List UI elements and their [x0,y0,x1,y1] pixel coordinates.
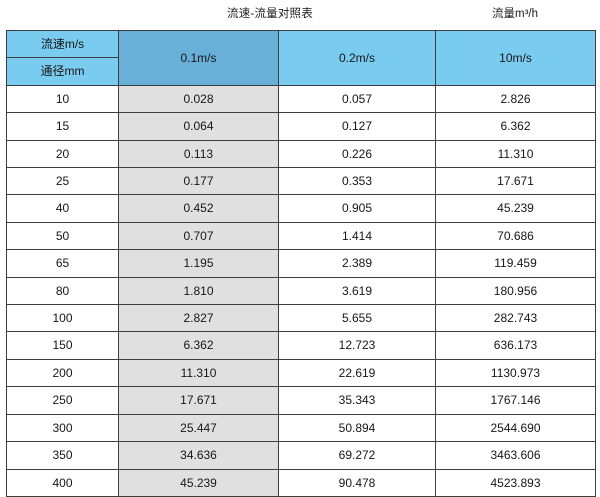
cell-flow-v2: 35.343 [278,386,436,415]
cell-diameter: 10 [6,84,119,114]
header-velocity-2: 10m/s [435,30,596,86]
table-row: 400 45.239 90.478 4523.893 [6,468,596,497]
cell-flow-v3: 119.459 [435,249,596,278]
table-row: 80 1.810 3.619 180.956 [6,276,596,306]
cell-diameter: 150 [6,331,119,360]
cell-flow-v1: 1.810 [118,276,279,306]
table-row: 250 17.671 35.343 1767.146 [6,386,596,415]
cell-flow-v3: 1767.146 [435,386,596,415]
cell-diameter: 50 [6,221,119,251]
cell-flow-v3: 282.743 [435,304,596,333]
chart-title: 流速-流量对照表 [227,8,313,20]
table-row: 50 0.707 1.414 70.686 [6,221,596,251]
cell-flow-v2: 69.272 [278,441,436,470]
flow-unit-label: 流量m³/h [492,8,538,20]
cell-flow-v3: 45.239 [435,194,596,223]
header-velocity-0: 0.1m/s [118,30,279,86]
cell-flow-v1: 11.310 [118,358,279,388]
table-row: 200 11.310 22.619 1130.973 [6,358,596,388]
table-body: 流速m/s 0.1m/s 0.2m/s 10m/s 通径mm 10 0.028 … [6,29,596,497]
cell-flow-v2: 12.723 [278,331,436,360]
header-row-bottom: 通径mm [6,57,596,86]
cell-flow-v2: 0.353 [278,167,436,196]
cell-flow-v2: 0.057 [278,84,436,114]
cell-diameter: 80 [6,276,119,306]
cell-flow-v2: 0.226 [278,139,436,169]
cell-flow-v1: 0.452 [118,194,279,223]
cell-flow-v2: 22.619 [278,358,436,388]
cell-flow-v1: 45.239 [118,468,279,497]
cell-flow-v1: 0.028 [118,84,279,114]
table-row: 350 34.636 69.272 3463.606 [6,441,596,470]
cell-flow-v1: 0.177 [118,167,279,196]
cell-flow-v2: 3.619 [278,276,436,306]
cell-diameter: 200 [6,358,119,388]
cell-diameter: 250 [6,386,119,415]
cell-diameter: 350 [6,441,119,470]
table-row: 15 0.064 0.127 6.362 [6,112,596,141]
cell-flow-v1: 34.636 [118,441,279,470]
cell-diameter: 25 [6,167,119,196]
cell-flow-v2: 1.414 [278,221,436,251]
flow-velocity-table-wrapper: 流速m/s 0.1m/s 0.2m/s 10m/s 通径mm 10 0.028 … [6,29,596,497]
cell-diameter: 300 [6,413,119,443]
cell-flow-v1: 2.827 [118,304,279,333]
cell-flow-v1: 17.671 [118,386,279,415]
cell-flow-v3: 70.686 [435,221,596,251]
cell-diameter: 40 [6,194,119,223]
cell-flow-v2: 90.478 [278,468,436,497]
cell-flow-v3: 17.671 [435,167,596,196]
cell-diameter: 400 [6,468,119,497]
header-diameter-label: 通径mm [6,57,119,86]
cell-flow-v1: 0.064 [118,112,279,141]
cell-flow-v1: 0.707 [118,221,279,251]
header-velocity-1: 0.2m/s [278,30,436,86]
cell-flow-v1: 6.362 [118,331,279,360]
cell-flow-v2: 5.655 [278,304,436,333]
table-row: 10 0.028 0.057 2.826 [6,84,596,114]
table-row: 20 0.113 0.226 11.310 [6,139,596,169]
cell-flow-v1: 0.113 [118,139,279,169]
cell-flow-v3: 180.956 [435,276,596,306]
cell-diameter: 100 [6,304,119,333]
cell-flow-v3: 11.310 [435,139,596,169]
cell-flow-v2: 0.905 [278,194,436,223]
cell-diameter: 65 [6,249,119,278]
header-row-top: 流速m/s 0.1m/s 0.2m/s 10m/s [6,29,596,86]
cell-flow-v1: 25.447 [118,413,279,443]
cell-flow-v2: 0.127 [278,112,436,141]
cell-flow-v3: 2544.690 [435,413,596,443]
table-row: 65 1.195 2.389 119.459 [6,249,596,278]
caption-row: 流速-流量对照表 流量m³/h [0,0,600,30]
table-row: 40 0.452 0.905 45.239 [6,194,596,223]
cell-flow-v3: 636.173 [435,331,596,360]
cell-flow-v3: 4523.893 [435,468,596,497]
flow-velocity-table: 流速m/s 0.1m/s 0.2m/s 10m/s 通径mm 10 0.028 … [6,29,596,497]
cell-flow-v2: 50.894 [278,413,436,443]
header-velocity-label: 流速m/s [6,29,119,59]
table-row: 25 0.177 0.353 17.671 [6,167,596,196]
cell-diameter: 15 [6,112,119,141]
cell-flow-v3: 3463.606 [435,441,596,470]
table-row: 100 2.827 5.655 282.743 [6,304,596,333]
cell-flow-v3: 2.826 [435,84,596,114]
cell-flow-v2: 2.389 [278,249,436,278]
cell-flow-v3: 1130.973 [435,358,596,388]
cell-diameter: 20 [6,139,119,169]
cell-flow-v1: 1.195 [118,249,279,278]
cell-flow-v3: 6.362 [435,112,596,141]
table-row: 150 6.362 12.723 636.173 [6,331,596,360]
table-row: 300 25.447 50.894 2544.690 [6,413,596,443]
